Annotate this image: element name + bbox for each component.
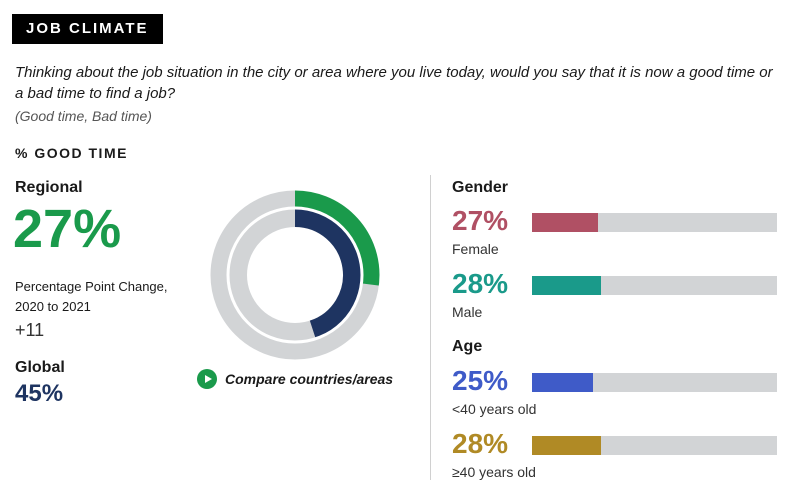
donut-separator — [209, 189, 381, 361]
bar-track — [532, 213, 777, 232]
metric-under-40: 25% <40 years old — [452, 364, 782, 434]
age-title: Age — [452, 338, 483, 355]
bar-track — [532, 276, 777, 295]
regional-value: 27% — [13, 199, 122, 259]
bar-fill-female — [532, 213, 599, 232]
metric-label: Male — [452, 304, 483, 320]
bar-track — [532, 436, 777, 455]
section-tag: JOB CLIMATE — [12, 14, 163, 44]
metric-value: 28% — [452, 268, 509, 299]
measure-label: % GOOD TIME — [15, 145, 128, 161]
donut-separator — [247, 227, 343, 323]
metric-label: Female — [452, 241, 499, 257]
donut-chart — [209, 189, 381, 361]
gender-title: Gender — [452, 179, 509, 196]
metric-label: ≥40 years old — [452, 464, 536, 480]
divider — [430, 175, 431, 480]
compare-link[interactable]: Compare countries/areas — [197, 369, 393, 389]
metric-value: 28% — [452, 428, 509, 459]
global-value: 45% — [15, 380, 64, 407]
regional-label: Regional — [15, 179, 83, 196]
metric-label: <40 years old — [452, 401, 537, 417]
compare-link-label[interactable]: Compare countries/areas — [225, 371, 394, 387]
bar-fill-over-40 — [532, 436, 601, 455]
metric-value: 27% — [452, 205, 509, 236]
bar-fill-male — [532, 276, 601, 295]
donut-separator — [226, 206, 364, 344]
donut-arc-regional — [294, 190, 380, 286]
donut-arc-global — [294, 209, 361, 338]
metric-female: 27% Female — [452, 204, 782, 274]
survey-question: Thinking about the job situation in the … — [15, 64, 773, 102]
metric-male: 28% Male — [452, 267, 782, 337]
bar-track — [532, 373, 777, 392]
bar-fill-under-40 — [532, 373, 594, 392]
metric-over-40: 28% ≥40 years old — [452, 427, 782, 497]
answer-options: (Good time, Bad time) — [15, 108, 152, 124]
metric-value: 25% — [452, 365, 509, 396]
change-label: Percentage Point Change, 2020 to 2021 — [15, 279, 168, 314]
change-value: +11 — [15, 320, 45, 340]
play-icon[interactable] — [197, 369, 217, 389]
global-label: Global — [15, 359, 65, 376]
